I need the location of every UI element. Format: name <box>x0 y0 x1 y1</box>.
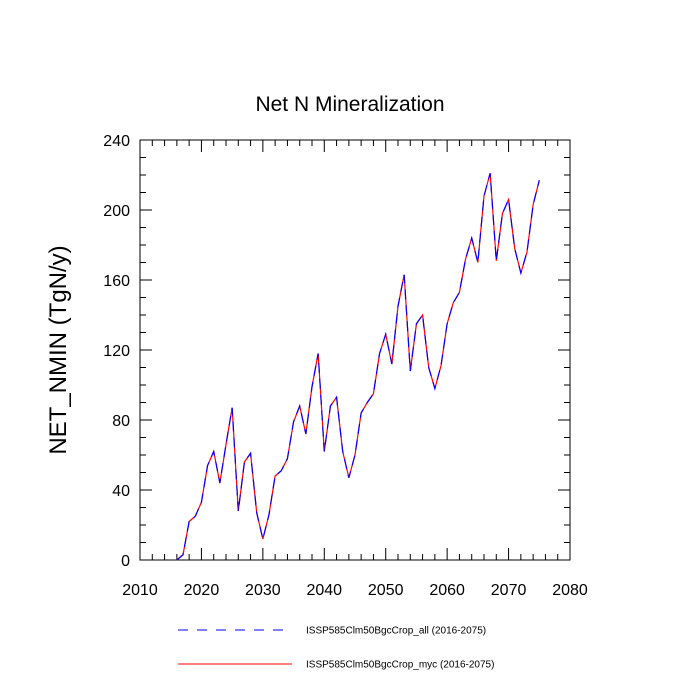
y-tick-label: 160 <box>103 273 130 290</box>
x-tick-label: 2020 <box>184 582 220 599</box>
x-tick-label: 2010 <box>122 582 158 599</box>
plot-frame <box>139 139 571 561</box>
y-tick-label: 240 <box>103 133 130 150</box>
legend-label-1: ISSP585Clm50BgcCrop_all (2016-2075) <box>306 626 486 637</box>
x-tick-label: 2040 <box>306 582 342 599</box>
x-tick-label: 2060 <box>429 582 465 599</box>
x-tick-label: 2070 <box>491 582 527 599</box>
y-tick-label: 80 <box>112 413 130 430</box>
legend-label-2: ISSP585Clm50BgcCrop_myc (2016-2075) <box>306 660 494 671</box>
x-tick-label: 2030 <box>245 582 281 599</box>
x-tick-label: 2050 <box>368 582 404 599</box>
chart-title: Net N Mineralization <box>255 93 444 116</box>
y-axis-label: NET_NMIN (TgN/y) <box>45 245 72 454</box>
y-tick-label: 40 <box>112 483 130 500</box>
y-tick-label: 0 <box>121 553 130 570</box>
series-lines <box>176 173 540 561</box>
x-tick-label: 2080 <box>552 582 588 599</box>
legend: ISSP585Clm50BgcCrop_all (2016-2075) ISSP5… <box>178 626 494 671</box>
y-tick-label: 120 <box>103 343 130 360</box>
axes: 2010 2020 2030 2040 2050 2060 2070 2080 0 40 80 120… <box>103 133 588 599</box>
series-line-1 <box>176 173 540 561</box>
y-tick-label: 200 <box>103 203 130 220</box>
series-line-2 <box>176 173 540 561</box>
